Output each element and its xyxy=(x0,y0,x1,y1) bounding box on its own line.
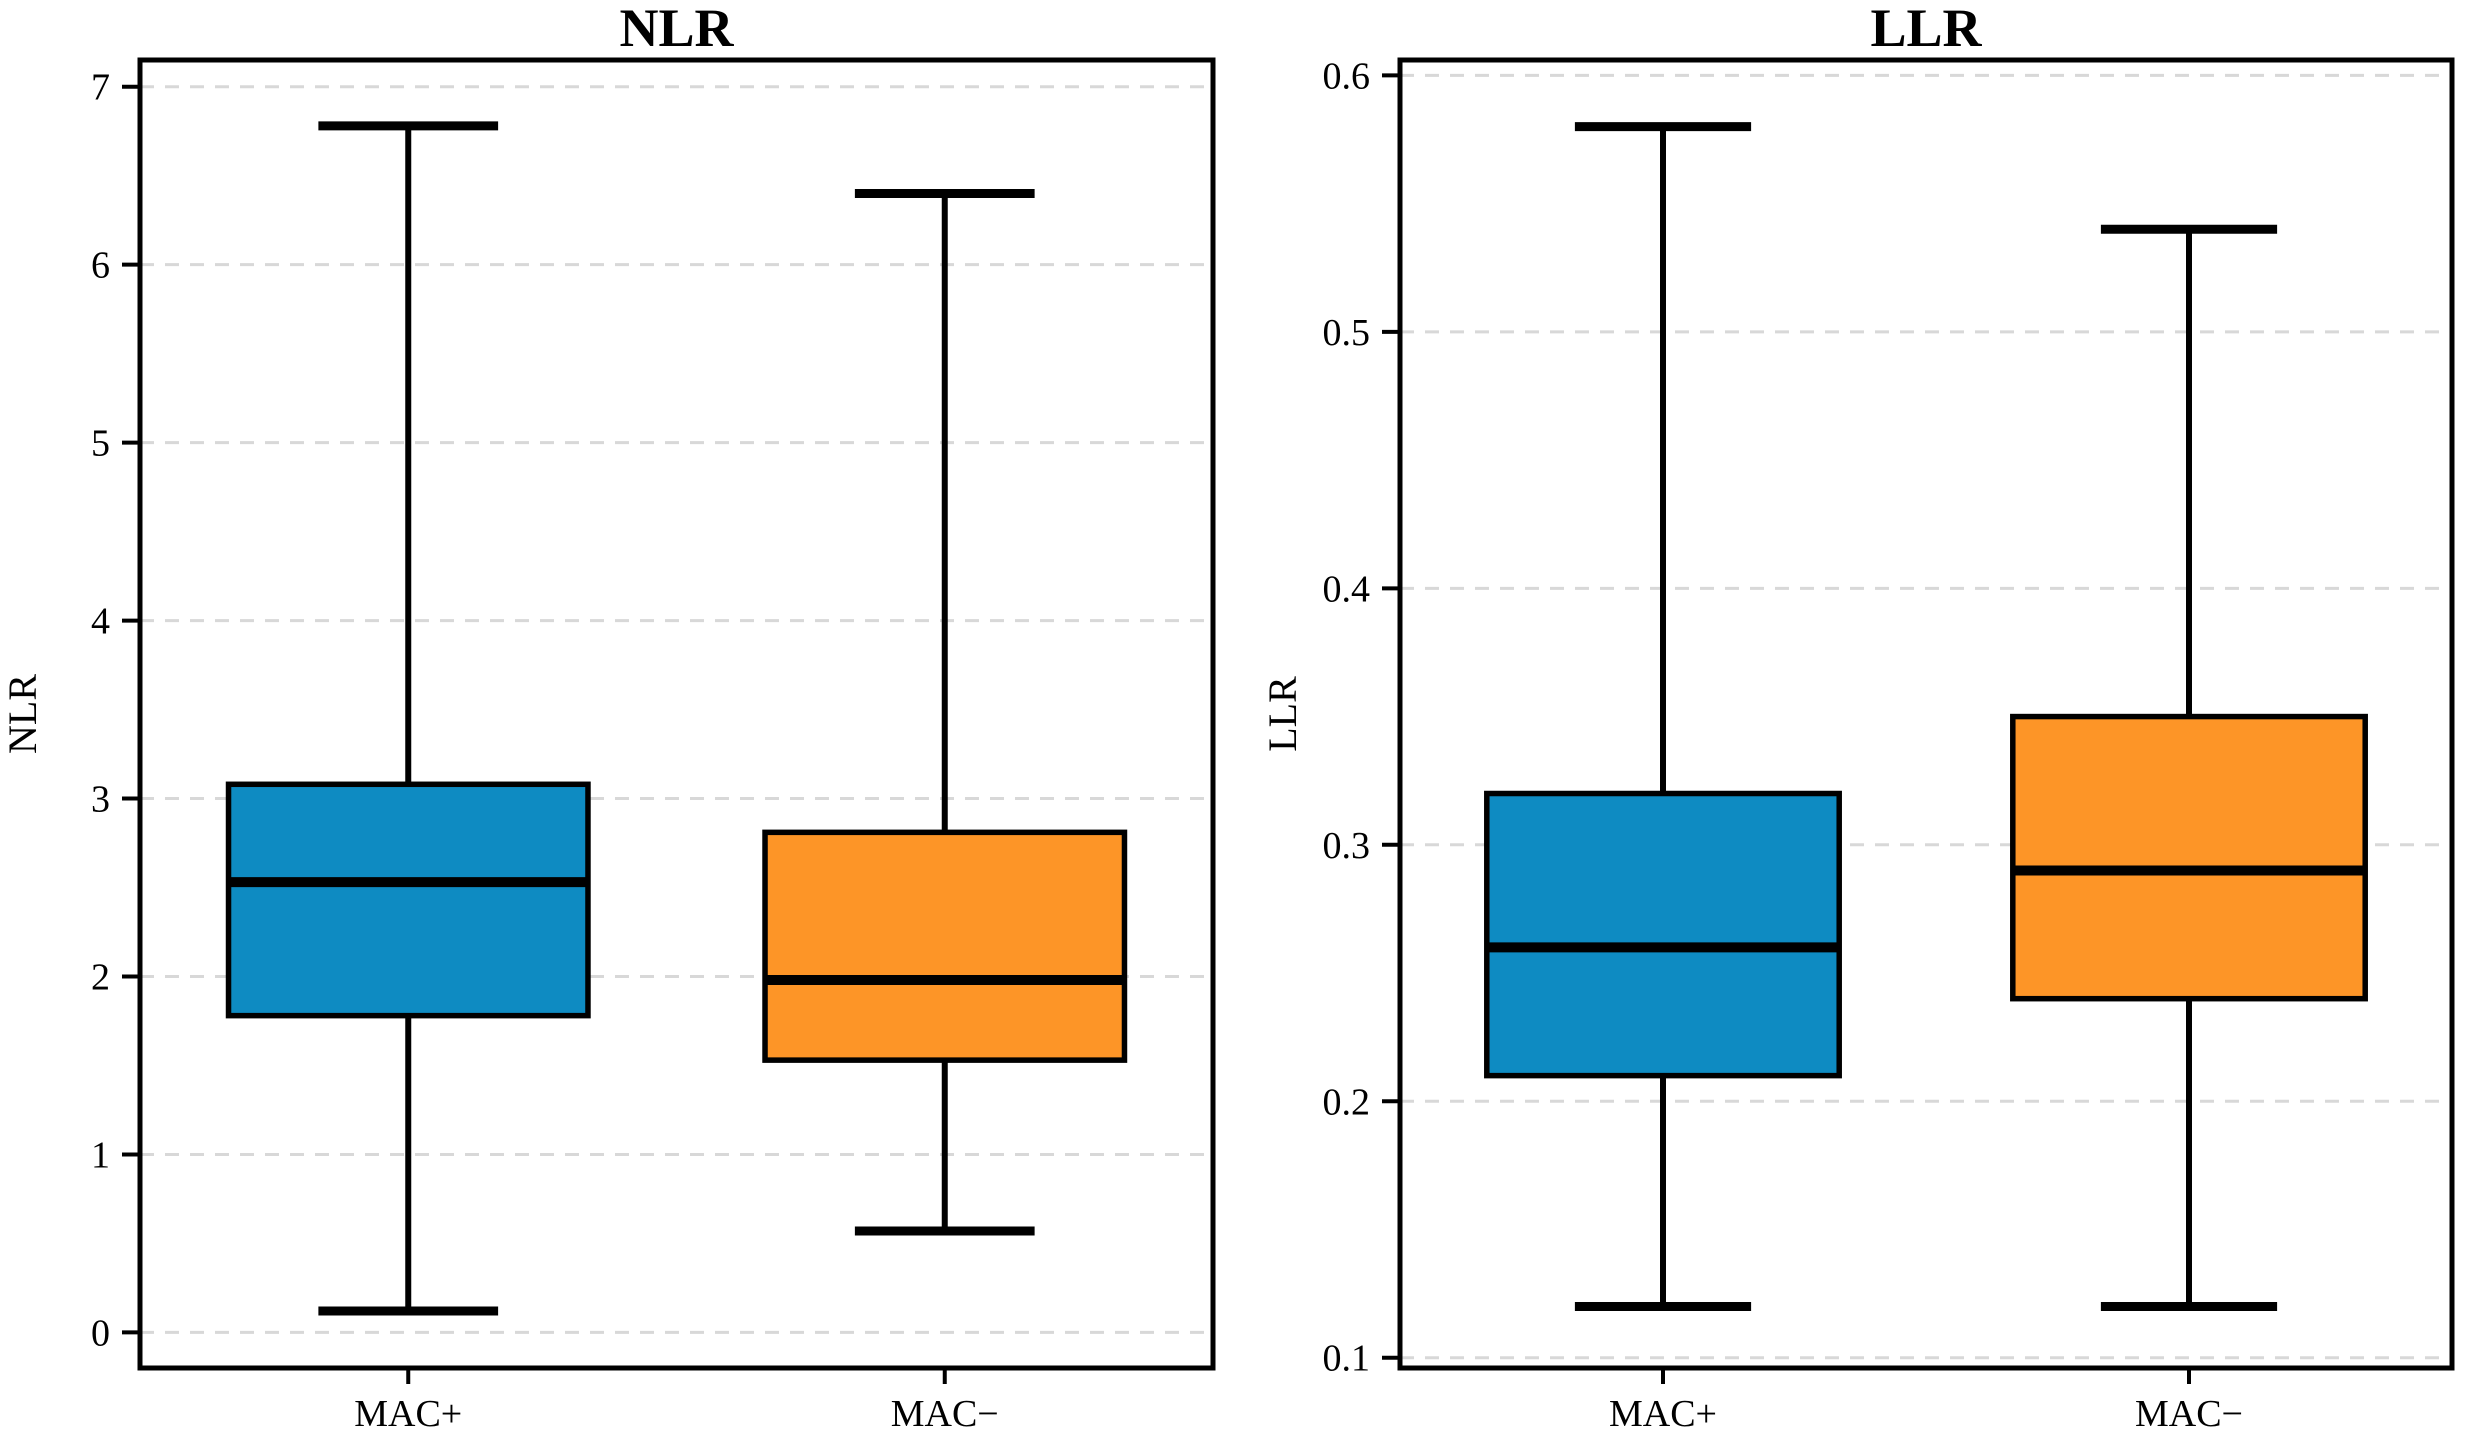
llr-box-mac-minus xyxy=(2010,224,2368,1384)
nlr-ytick-label: 6 xyxy=(91,245,110,287)
llr-ytick-label: 0.5 xyxy=(1323,312,1371,354)
nlr-mac-plus-iqr-box xyxy=(225,781,591,1019)
nlr-ytick-label: 4 xyxy=(91,601,110,643)
llr-axes-frame xyxy=(1397,57,2455,1371)
nlr-ytick-label: 5 xyxy=(91,423,110,465)
nlr-xtick-label-mac-minus: MAC− xyxy=(891,1393,999,1435)
nlr-axes-frame xyxy=(137,57,1216,1371)
llr-gridlines xyxy=(1400,73,2452,1360)
nlr-box-mac-plus xyxy=(225,121,591,1384)
llr-ytick-label: 0.1 xyxy=(1323,1338,1371,1380)
nlr-ytick-label: 2 xyxy=(91,956,110,998)
nlr-ytick-label: 0 xyxy=(91,1312,110,1354)
llr-xtick-label-mac-minus: MAC− xyxy=(2135,1393,2243,1435)
llr-ytick-label: 0.4 xyxy=(1323,568,1371,610)
nlr-ytick-label: 3 xyxy=(91,779,110,821)
nlr-gridlines xyxy=(140,85,1213,1334)
nlr-box-mac-minus xyxy=(762,188,1128,1384)
llr-ylabel: LLR xyxy=(1260,676,1305,752)
nlr-ytick-label: 7 xyxy=(91,67,110,109)
nlr-ytick-label: 1 xyxy=(91,1134,110,1176)
nlr-xtick-label-mac-plus: MAC+ xyxy=(354,1393,462,1435)
subplot-llr: MAC+ MAC− 0.1 0.2 0.3 0.4 0.5 0.6 LLR LLR xyxy=(1260,0,2455,1435)
nlr-ylabel: NLR xyxy=(0,674,45,754)
llr-ytick-label: 0.2 xyxy=(1323,1081,1371,1123)
llr-title: LLR xyxy=(1870,0,1982,58)
nlr-title: NLR xyxy=(619,0,734,58)
subplot-nlr: MAC+ MAC− 0 1 2 3 4 5 6 7 NLR NLR xyxy=(0,0,1216,1435)
llr-mac-minus-iqr-box xyxy=(2010,713,2368,1002)
llr-box-mac-plus xyxy=(1484,122,1842,1384)
nlr-mac-minus-iqr-box xyxy=(762,829,1128,1063)
llr-ytick-label: 0.6 xyxy=(1323,55,1371,97)
llr-xtick-label-mac-plus: MAC+ xyxy=(1609,1393,1717,1435)
llr-mac-plus-iqr-box xyxy=(1484,790,1842,1079)
llr-ytick-label: 0.3 xyxy=(1323,825,1371,867)
